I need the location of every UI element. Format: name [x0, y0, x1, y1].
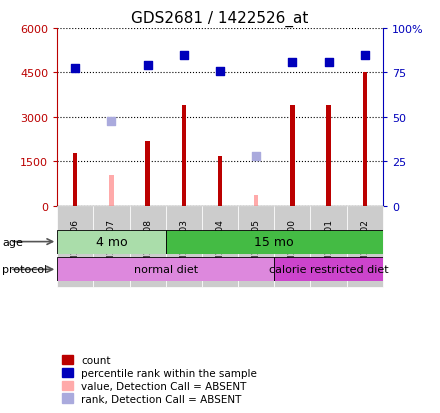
Bar — [254, 195, 258, 206]
Text: normal diet: normal diet — [134, 265, 198, 275]
Bar — [146, 141, 150, 206]
Text: GSM108104: GSM108104 — [216, 218, 224, 273]
Bar — [290, 106, 294, 206]
Text: 4 mo: 4 mo — [95, 235, 127, 249]
Text: 15 mo: 15 mo — [254, 235, 294, 249]
Point — [361, 52, 368, 59]
FancyBboxPatch shape — [274, 258, 383, 282]
Text: GDS2681 / 1422526_at: GDS2681 / 1422526_at — [131, 10, 309, 26]
Text: calorie restricted diet: calorie restricted diet — [269, 265, 389, 275]
FancyBboxPatch shape — [202, 206, 238, 287]
FancyBboxPatch shape — [93, 206, 129, 287]
Bar — [73, 153, 77, 206]
Bar — [218, 156, 222, 206]
Point — [253, 153, 260, 159]
FancyBboxPatch shape — [166, 230, 383, 254]
FancyBboxPatch shape — [57, 206, 93, 287]
Text: GSM108105: GSM108105 — [252, 218, 260, 273]
FancyBboxPatch shape — [57, 258, 274, 282]
FancyBboxPatch shape — [347, 206, 383, 287]
FancyBboxPatch shape — [129, 206, 166, 287]
Text: GSM108103: GSM108103 — [180, 218, 188, 273]
Text: GSM108102: GSM108102 — [360, 218, 369, 273]
Point — [108, 119, 115, 126]
Text: age: age — [2, 237, 23, 247]
FancyBboxPatch shape — [274, 206, 311, 287]
Point — [289, 60, 296, 66]
Bar — [363, 74, 367, 206]
FancyBboxPatch shape — [311, 206, 347, 287]
Bar — [109, 176, 114, 206]
Text: GSM108108: GSM108108 — [143, 218, 152, 273]
Text: GSM108101: GSM108101 — [324, 218, 333, 273]
Text: protocol: protocol — [2, 265, 48, 275]
Point — [144, 62, 151, 69]
FancyBboxPatch shape — [238, 206, 274, 287]
Text: GSM108107: GSM108107 — [107, 218, 116, 273]
Point — [72, 66, 79, 72]
Bar — [326, 106, 331, 206]
Legend: count, percentile rank within the sample, value, Detection Call = ABSENT, rank, : count, percentile rank within the sample… — [62, 355, 257, 404]
Text: GSM108106: GSM108106 — [71, 218, 80, 273]
FancyBboxPatch shape — [57, 230, 166, 254]
Point — [325, 60, 332, 66]
Bar — [182, 106, 186, 206]
Text: GSM108100: GSM108100 — [288, 218, 297, 273]
FancyBboxPatch shape — [166, 206, 202, 287]
Point — [216, 69, 224, 75]
Point — [180, 52, 187, 59]
